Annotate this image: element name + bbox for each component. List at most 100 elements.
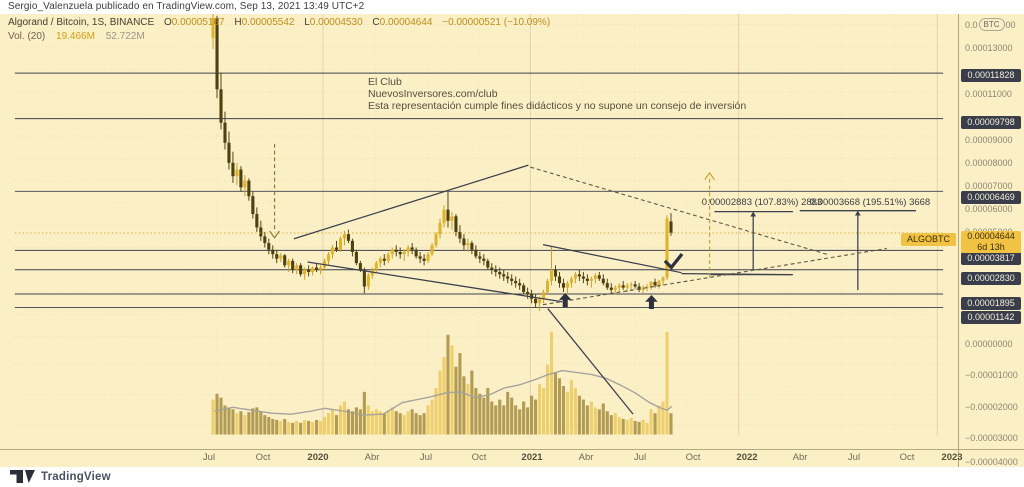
price-axis[interactable]: 0.0 BTC 00 0.00004644 6d 13h 0.00013000 0… [959,14,1024,467]
volume-bar [581,399,585,435]
volume-label: Vol. (20) [8,31,46,42]
volume-bar [545,364,550,435]
candle-body [346,234,350,241]
volume-bar [589,401,593,435]
time-axis-month-label: Oct [899,452,915,463]
candle-body [406,247,410,252]
volume-bar [406,411,410,435]
time-axis[interactable]: Jul Oct 2020 Abr Jul Oct 2021 Abr Jul Oct 2022 Abr J… [0,450,963,467]
candle-body [494,269,498,273]
time-axis-month-label: Oct [471,452,487,463]
volume-bar [665,331,669,435]
candle-body [490,267,494,270]
volume-bar [653,413,657,435]
volume-bar [211,399,215,435]
dashed-up-arrow-head [704,171,715,181]
candle-body [255,214,259,228]
candle-body [577,274,581,277]
time-axis-month-label: Abr [364,452,380,463]
candle-body [299,265,303,275]
change-value: −0.00000521 (−10.09%) [442,17,551,28]
price-tick: 0.00008000 [965,158,1013,168]
volume-bar [334,415,339,435]
candle-body [446,209,450,221]
level-price-pill: 0.00011828 [961,68,1021,82]
volume-bar [613,413,617,435]
candle-body [557,276,562,284]
candle-body [665,218,669,278]
volume-bar [553,372,558,435]
volume-bar [657,405,661,435]
candle-body [538,298,542,304]
candle-body [422,258,426,261]
volume-bar [346,409,350,435]
currency-toggle-button[interactable]: BTC [978,18,1005,31]
volume-bar [466,384,470,435]
open-letter: O [163,17,172,28]
candle-body [414,249,418,257]
candle-body [307,269,311,273]
axis-separator-horizontal [0,449,1024,450]
volume-bar [215,393,219,435]
candle-body [430,245,434,255]
candle-body [259,227,263,237]
candle-body [522,285,526,293]
candle-body [287,260,291,266]
close-letter: C [372,17,380,28]
volume-bar [362,391,366,435]
symbol-legend[interactable]: Algorand / Bitcoin, 1S, BINANCE O0.00005… [8,16,550,30]
volume-bar [573,387,577,435]
candle-body [434,234,438,246]
candle-body [362,269,366,287]
volume-bar [561,386,566,435]
candle-body [243,180,247,188]
volume-bar [494,405,498,435]
watermark-disclaimer: Esta representación cumple fines didácti… [368,100,747,112]
candle-body [402,251,406,255]
candle-body [390,249,394,255]
volume-bar [450,345,454,435]
open-value: 0.00005167 [171,17,225,28]
volume-bar [398,413,402,435]
volume-bar [490,401,494,435]
volume-bar [410,409,414,435]
volume-bar [510,397,514,435]
candle-body [247,180,251,197]
candle-body [358,263,362,270]
measure-arrowhead [750,211,757,217]
time-axis-month-label: Abr [578,452,594,463]
volume-legend[interactable]: Vol. (20) 19.466M 52.722M [8,30,145,44]
volume-bar [311,421,315,435]
volume-bar [295,420,299,435]
volume-bar [291,422,295,435]
candle-body [211,17,215,39]
candle-body [438,222,442,235]
candle-body [366,275,370,287]
candle-body [506,276,510,279]
candle-body [235,169,239,177]
price-tick: −0.00003000 [965,433,1018,443]
candle-body [279,255,283,259]
candle-body [271,249,275,255]
volume-bar [597,409,601,435]
volume-ma-value: 52.722M [105,31,145,42]
published-by-text: Sergio_Valenzuela publicado en TradingVi… [8,1,365,12]
candle-body [565,283,570,288]
candle-body [573,274,577,279]
volume-bar [394,411,398,435]
volume-bar [641,419,645,435]
tradingview-brand[interactable]: TradingView [10,470,111,484]
price-tick: −0.00001000 [965,370,1018,380]
dashed-trendline [542,247,887,306]
volume-bar [518,409,522,435]
volume-bar [621,418,625,435]
candle-body [474,249,478,257]
volume-bar [557,378,562,435]
volume-bar [267,417,271,435]
volume-bar [287,421,291,435]
volume-bar [279,420,283,435]
price-range-label-1: 0.00002883 (107.83%) 2883 [701,197,823,208]
time-axis-month-label: Oct [255,452,271,463]
chart-pane[interactable] [0,14,958,450]
